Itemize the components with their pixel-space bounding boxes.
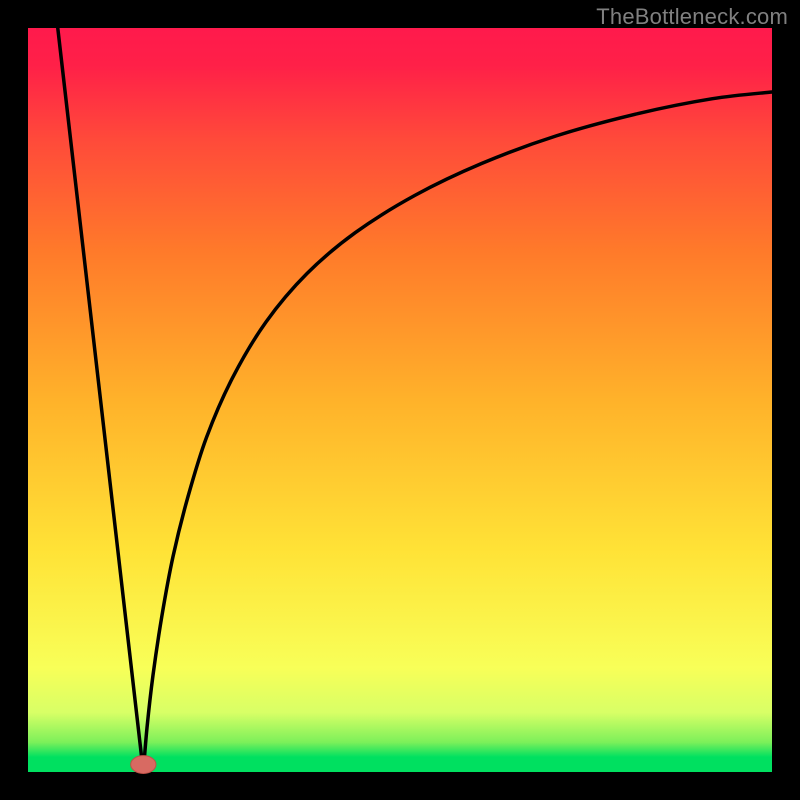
watermark-text: TheBottleneck.com <box>596 4 788 30</box>
chart-container: TheBottleneck.com <box>0 0 800 800</box>
curve-vertex-marker <box>131 756 156 774</box>
bottleneck-chart <box>0 0 800 800</box>
chart-background-gradient <box>28 28 772 772</box>
